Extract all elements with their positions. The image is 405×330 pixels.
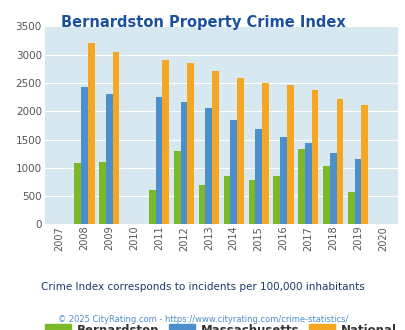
Bar — [322, 166, 329, 224]
Bar — [198, 185, 205, 224]
Bar — [149, 190, 156, 224]
Bar — [230, 120, 237, 224]
Bar — [279, 137, 286, 224]
Bar — [173, 151, 180, 224]
Legend: Bernardston, Massachusetts, National: Bernardston, Massachusetts, National — [40, 319, 401, 330]
Bar — [237, 78, 243, 224]
Bar — [113, 52, 119, 224]
Bar — [347, 192, 354, 224]
Bar — [87, 43, 94, 224]
Bar — [286, 85, 293, 224]
Bar — [223, 176, 230, 224]
Bar — [187, 63, 194, 224]
Bar — [336, 99, 343, 224]
Bar — [298, 148, 304, 224]
Bar — [273, 176, 279, 224]
Bar — [99, 162, 106, 224]
Bar — [74, 163, 81, 224]
Text: © 2025 CityRating.com - https://www.cityrating.com/crime-statistics/: © 2025 CityRating.com - https://www.city… — [58, 315, 347, 324]
Text: Bernardston Property Crime Index: Bernardston Property Crime Index — [60, 15, 345, 30]
Bar — [212, 71, 218, 224]
Bar — [354, 159, 360, 224]
Text: Crime Index corresponds to incidents per 100,000 inhabitants: Crime Index corresponds to incidents per… — [41, 282, 364, 292]
Bar — [329, 153, 336, 224]
Bar — [304, 143, 311, 224]
Bar — [255, 129, 261, 224]
Bar — [81, 87, 87, 224]
Bar — [106, 94, 113, 224]
Bar — [360, 105, 367, 224]
Bar — [261, 83, 268, 224]
Bar — [248, 180, 255, 224]
Bar — [156, 97, 162, 224]
Bar — [180, 102, 187, 224]
Bar — [311, 90, 318, 224]
Bar — [162, 60, 169, 224]
Bar — [205, 108, 212, 224]
